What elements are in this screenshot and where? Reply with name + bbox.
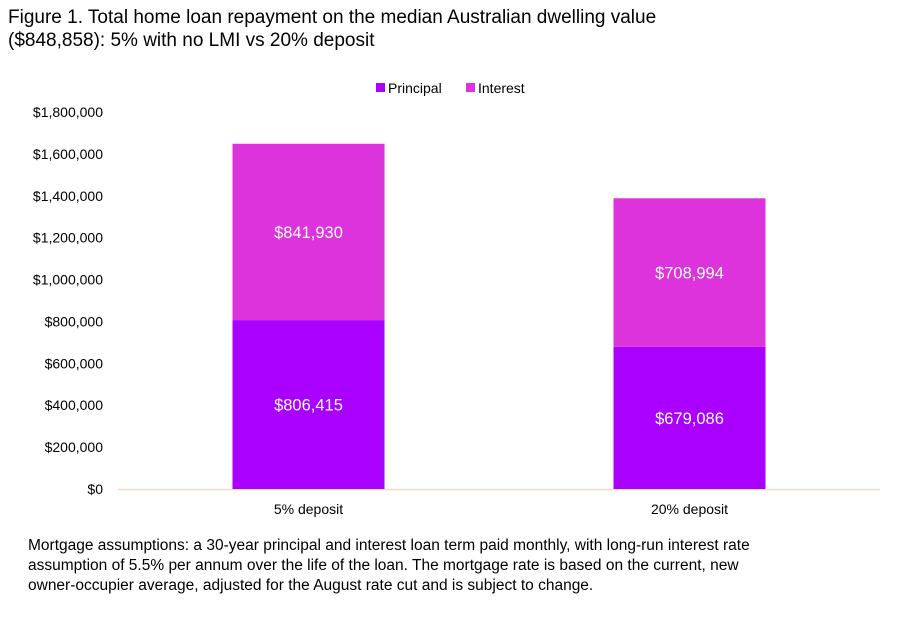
data-label-interest-1: $841,930 — [274, 224, 343, 242]
legend-label-interest: Interest — [478, 80, 525, 96]
data-label-principal-2: $679,086 — [655, 410, 724, 428]
bar-principal-2 — [613, 346, 766, 489]
chart-title-line-2: ($848,858): 5% with no LMI vs 20% deposi… — [8, 30, 375, 51]
x-tick-label: 20% deposit — [651, 501, 728, 517]
y-tick-label: $1,600,000 — [33, 146, 103, 162]
note-line-3: owner-occupier average, adjusted for the… — [28, 577, 594, 594]
y-tick-label: $1,400,000 — [33, 188, 103, 204]
x-tick-label: 5% deposit — [274, 501, 343, 517]
y-tick-label: $200,000 — [45, 439, 104, 455]
note-line-1: Mortgage assumptions: a 30-year principa… — [28, 537, 750, 554]
legend-label-principal: Principal — [388, 80, 442, 96]
mortgage-assumptions-note: Mortgage assumptions: a 30-year principa… — [28, 536, 888, 596]
y-tick-label: $400,000 — [45, 397, 104, 413]
data-label-principal-1: $806,415 — [274, 397, 343, 415]
stacked-bar-chart: $0 $200,000 $400,000 $600,000 $800,000 $1,000… — [33, 80, 880, 517]
legend-swatch-interest — [466, 83, 475, 92]
bar-principal-1 — [232, 320, 385, 489]
y-tick-label: $1,200,000 — [33, 230, 103, 246]
legend-swatch-principal — [376, 83, 385, 92]
y-tick-label: $1,000,000 — [33, 272, 103, 288]
chart-title: Figure 1. Total home loan repayment on t… — [8, 6, 888, 52]
y-tick-label: $0 — [87, 481, 103, 497]
y-tick-label: $1,800,000 — [33, 104, 103, 120]
data-label-interest-2: $708,994 — [655, 265, 724, 283]
chart-title-line-1: Figure 1. Total home loan repayment on t… — [8, 7, 657, 28]
y-tick-label: $600,000 — [45, 355, 104, 371]
note-line-2: assumption of 5.5% per annum over the li… — [28, 557, 739, 574]
bar-interest-2 — [613, 198, 766, 347]
bar-interest-1 — [232, 143, 385, 321]
y-tick-label: $800,000 — [45, 313, 104, 329]
